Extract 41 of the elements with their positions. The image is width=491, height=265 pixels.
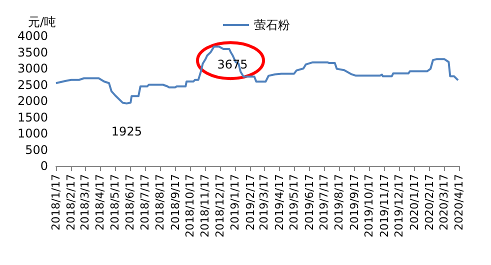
- x-tick-label: 2018/5/17: [108, 174, 122, 230]
- x-tick-label: 2020/1/17: [408, 174, 421, 230]
- x-tick-label: 2019/7/17: [318, 174, 331, 230]
- y-tick-label: 3500: [17, 45, 48, 60]
- y-tick-label: 2500: [17, 78, 48, 92]
- x-tick-label: 2019/2/17: [244, 174, 257, 230]
- x-tick-label: 2018/6/17: [124, 174, 137, 230]
- x-tick-label: 2019/5/17: [288, 174, 301, 230]
- y-tick-label: 500: [25, 142, 48, 157]
- x-tick-label: 2019/10/17: [362, 174, 376, 238]
- y-axis-title: 元/吨: [28, 15, 56, 29]
- x-tick-label: 2019/1/17: [228, 174, 242, 230]
- y-tick-label: 1500: [17, 110, 48, 124]
- x-tick-label: 2018/1/17: [50, 174, 62, 230]
- x-tick-label: 2020/2/17: [423, 174, 436, 230]
- x-tick-label: 2018/11/17: [198, 174, 212, 238]
- y-tick-label: 0: [40, 159, 48, 173]
- annotation: 1925: [111, 124, 142, 138]
- x-tick-label: 2019/11/17: [378, 174, 391, 238]
- line-series: [55, 46, 460, 104]
- x-tick-label: 2018/10/17: [184, 174, 197, 238]
- x-tick-label: 2020/4/17: [452, 174, 466, 230]
- y-tick-label: 1000: [17, 126, 48, 140]
- x-tick-label: 2018/12/17: [213, 174, 226, 238]
- x-tick-label: 2019/4/17: [272, 174, 286, 230]
- x-tick-label: 2019/12/17: [392, 174, 406, 238]
- x-tick-label: 2018/9/17: [168, 174, 182, 230]
- x-tick-label: 2020/3/17: [437, 174, 450, 230]
- legend-label: 萤石粉: [254, 18, 290, 32]
- y-tick-label: 3000: [17, 62, 48, 76]
- x-tick-label: 2019/8/17: [332, 174, 346, 230]
- x-tick-label: 2018/4/17: [94, 174, 107, 230]
- x-tick-label: 2019/9/17: [348, 174, 361, 230]
- x-tick-label: 2019/3/17: [258, 174, 271, 230]
- x-tick-label: 2018/3/17: [78, 174, 92, 230]
- x-tick-label: 2018/8/17: [154, 174, 167, 230]
- x-tick-label: 2018/7/17: [138, 174, 152, 230]
- y-tick-label: 4000: [17, 29, 48, 43]
- x-tick-label: 2019/6/17: [302, 174, 316, 230]
- x-tick-label: 2018/2/17: [64, 174, 78, 230]
- y-tick-label: 2000: [17, 94, 48, 108]
